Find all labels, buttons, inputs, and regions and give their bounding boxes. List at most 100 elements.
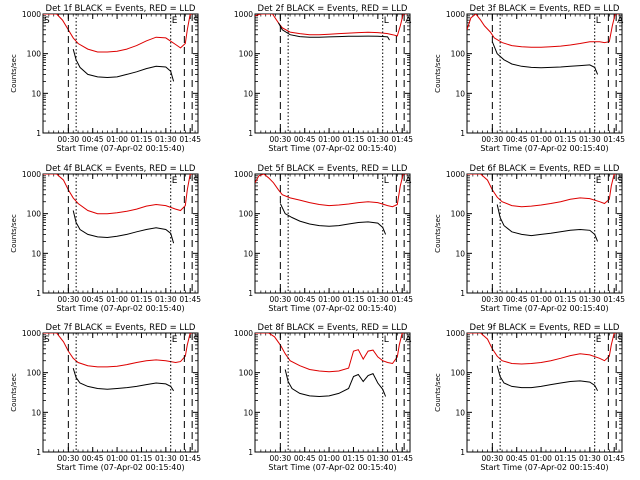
- x-axis-ticks: 00:30 00:45 01:00 01:15 01:30 01:45: [48, 333, 201, 463]
- marker-label: A: [405, 335, 412, 345]
- lld-rate-line: [43, 333, 194, 368]
- plot-frame: [42, 173, 199, 294]
- lld-rate-line: [43, 14, 194, 53]
- x-tick-label: 01:00: [106, 135, 128, 144]
- series-group: [43, 174, 194, 244]
- y-tick-label: 10: [455, 408, 465, 417]
- plot-frame: [466, 13, 623, 134]
- plot-frame: [42, 332, 199, 453]
- series-group: [255, 333, 406, 398]
- events-rate-line: [72, 48, 175, 82]
- lld-rate-line: [43, 174, 194, 215]
- x-axis-ticks: 00:30 00:45 01:00 01:15 01:30 01:45: [48, 174, 201, 304]
- y-tick-label: 10: [31, 408, 41, 417]
- series-group: [467, 14, 620, 75]
- chart-title: Det 8f BLACK = Events, RED = LLD: [258, 323, 408, 333]
- x-tick-label: 01:30: [579, 454, 601, 463]
- y-tick-label: 10: [243, 408, 253, 417]
- x-tick-label: 00:45: [294, 454, 316, 463]
- x-tick-label: 01:15: [555, 135, 577, 144]
- marker-label: E: [172, 176, 178, 186]
- y-tick-label: 1: [248, 448, 253, 457]
- y-tick-label: 1000: [22, 329, 41, 338]
- x-tick-label: 00:30: [270, 295, 292, 304]
- y-tick-label: 1: [248, 129, 253, 138]
- series-group: [255, 174, 408, 235]
- x-tick-label: 00:30: [482, 454, 504, 463]
- x-tick-label: 01:45: [179, 454, 201, 463]
- marker-label: E: [596, 176, 602, 186]
- plot-frame: [466, 173, 623, 294]
- marker-label: E: [596, 335, 602, 345]
- chart-title: Det 7f BLACK = Events, RED = LLD: [46, 323, 196, 333]
- events-rate-line: [72, 367, 175, 392]
- y-tick-label: 10: [455, 249, 465, 258]
- x-axis-label: Start Time (07-Apr-02 00:15:40): [268, 463, 396, 472]
- y-axis-ticks: 1 10 100 1000: [22, 10, 198, 138]
- y-axis-ticks: 1 10 100 1000: [234, 170, 410, 298]
- lld-rate-line: [255, 333, 406, 373]
- x-tick-label: 01:30: [155, 135, 177, 144]
- y-tick-label: 100: [451, 210, 466, 219]
- x-axis-label: Start Time (07-Apr-02 00:15:40): [56, 463, 184, 472]
- y-tick-label: 1000: [446, 10, 465, 19]
- marker-label: L: [384, 335, 389, 345]
- chart-panel-5: Det 5f BLACK = Events, RED = LLD 1 10 100 10…: [234, 164, 413, 313]
- y-tick-label: 1: [248, 289, 253, 298]
- chart-title: Det 2f BLACK = Events, RED = LLD: [258, 4, 408, 14]
- marker-label: S: [44, 16, 50, 26]
- y-axis-ticks: 1 10 100 1000: [234, 329, 410, 457]
- y-tick-label: 1: [460, 129, 465, 138]
- marker-label: S: [617, 176, 623, 186]
- y-tick-label: 1000: [234, 10, 253, 19]
- x-tick-label: 00:30: [58, 454, 80, 463]
- y-axis-label: Counts/sec: [10, 373, 18, 412]
- x-tick-label: 01:15: [343, 454, 365, 463]
- x-tick-label: 01:30: [579, 135, 601, 144]
- x-tick-label: 01:15: [131, 135, 153, 144]
- x-tick-label: 00:45: [82, 454, 104, 463]
- chart-title: Det 4f BLACK = Events, RED = LLD: [46, 164, 196, 174]
- x-tick-label: 01:00: [318, 454, 340, 463]
- x-tick-label: 00:30: [270, 135, 292, 144]
- x-tick-label: 00:30: [270, 454, 292, 463]
- marker-label: S: [44, 335, 50, 345]
- plot-frame: [254, 173, 411, 294]
- y-axis-ticks: 1 10 100 1000: [22, 329, 198, 457]
- y-axis-ticks: 1 10 100 1000: [22, 170, 198, 298]
- y-tick-label: 10: [455, 89, 465, 98]
- y-tick-label: 1000: [446, 329, 465, 338]
- y-tick-label: 1000: [234, 170, 253, 179]
- y-tick-label: 1: [460, 448, 465, 457]
- x-tick-label: 01:30: [155, 295, 177, 304]
- y-tick-label: 1: [36, 448, 41, 457]
- y-tick-label: 10: [31, 89, 41, 98]
- marker-label: E: [172, 16, 178, 26]
- y-tick-label: 100: [239, 210, 254, 219]
- x-tick-label: 00:45: [506, 135, 528, 144]
- x-tick-label: 01:00: [530, 454, 552, 463]
- y-tick-label: 1: [460, 289, 465, 298]
- marker-label: L: [596, 16, 601, 26]
- x-tick-label: 01:45: [179, 135, 201, 144]
- x-tick-label: 00:30: [482, 295, 504, 304]
- y-tick-label: 100: [27, 50, 42, 59]
- x-tick-label: 01:45: [603, 295, 625, 304]
- x-tick-label: 00:45: [506, 454, 528, 463]
- marker-label: S: [193, 335, 199, 345]
- x-tick-label: 01:15: [555, 454, 577, 463]
- chart-panel-3: Det 3f BLACK = Events, RED = LLD 1 10 100 10…: [434, 4, 625, 153]
- lld-rate-line: [255, 174, 408, 208]
- x-axis-ticks: 00:30 00:45 01:00 01:15 01:30 01:45: [260, 174, 413, 304]
- x-tick-label: 00:45: [506, 295, 528, 304]
- events-rate-line: [496, 365, 599, 392]
- chart-title: Det 5f BLACK = Events, RED = LLD: [258, 164, 408, 174]
- y-tick-label: 10: [243, 89, 253, 98]
- x-tick-label: 01:00: [318, 135, 340, 144]
- x-tick-label: 00:45: [82, 135, 104, 144]
- chart-panel-9: Det 9f BLACK = Events, RED = LLD 1 10 100 10…: [434, 323, 625, 472]
